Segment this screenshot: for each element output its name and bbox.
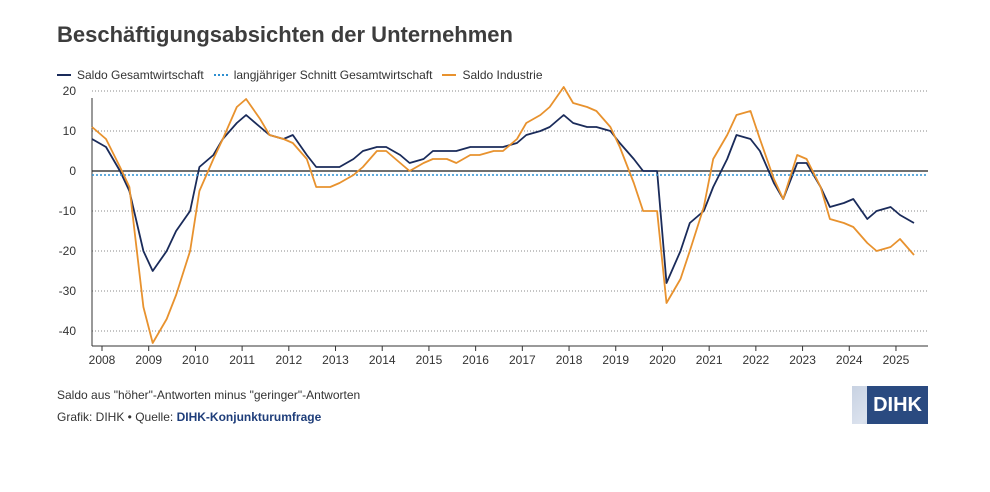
dihk-logo-text: DIHK [867,386,928,424]
legend: Saldo Gesamtwirtschaft langjähriger Schn… [57,68,553,82]
y-tick-label: 10 [63,124,77,138]
y-tick-label: -30 [59,284,77,298]
x-tick-label: 2014 [369,353,396,367]
x-tick-label: 2019 [602,353,629,367]
x-tick-label: 2024 [836,353,863,367]
source-link[interactable]: DIHK-Konjunkturumfrage [176,410,322,424]
legend-item-industrie[interactable]: Saldo Industrie [442,68,543,82]
y-tick-label: 0 [69,164,76,178]
y-tick-label: 20 [63,84,77,98]
x-tick-label: 2012 [275,353,302,367]
chart-source: Grafik: DIHK • Quelle: DIHK-Konjunkturum… [57,410,321,424]
chart-title: Beschäftigungsabsichten der Unternehmen [57,22,513,47]
legend-label-gesamtwirtschaft: Saldo Gesamtwirtschaft [77,68,204,82]
grid-layer [92,90,928,332]
x-tick-label: 2016 [462,353,489,367]
legend-swatch-schnitt [213,74,228,76]
x-tick-label: 2021 [696,353,723,367]
y-tick-label: -10 [59,204,77,218]
chart-note: Saldo aus "höher"-Antworten minus "gerin… [57,388,361,402]
x-tick-label: 2015 [416,353,443,367]
source-prefix: Grafik: DIHK • Quelle: [57,410,177,424]
x-tick-label: 2018 [556,353,583,367]
x-tick-label: 2008 [89,353,116,367]
x-tick-label: 2020 [649,353,676,367]
dihk-logo: DIHK [852,386,928,424]
legend-swatch-gesamtwirtschaft [57,74,71,76]
x-tick-label: 2022 [743,353,770,367]
x-tick-label: 2009 [135,353,162,367]
x-tick-label: 2011 [229,353,255,367]
y-tick-label: -40 [59,324,77,338]
legend-swatch-industrie [442,74,457,76]
legend-label-schnitt: langjähriger Schnitt Gesamtwirtschaft [233,68,433,82]
y-tick-label: -20 [59,244,77,258]
series-layer [91,86,928,344]
series-line-2 [91,86,915,344]
x-tick-label: 2023 [789,353,816,367]
legend-item-schnitt[interactable]: langjähriger Schnitt Gesamtwirtschaft [213,68,433,82]
x-tick-label: 2010 [182,353,209,367]
x-tick-label: 2017 [509,353,536,367]
series-line-0 [91,114,915,284]
x-tick-label: 2013 [322,353,349,367]
legend-item-gesamtwirtschaft[interactable]: Saldo Gesamtwirtschaft [57,68,204,82]
x-tick-label: 2025 [883,353,910,367]
legend-label-industrie: Saldo Industrie [462,68,543,82]
